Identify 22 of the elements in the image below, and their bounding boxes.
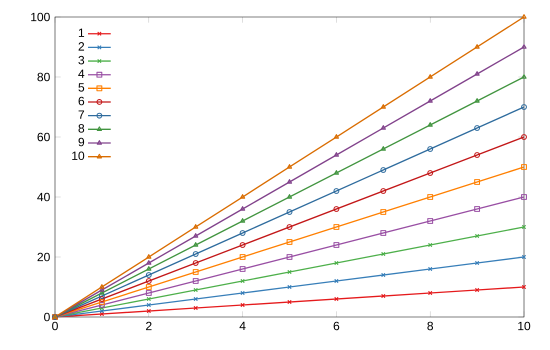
y-tick-label: 80 [37,72,50,82]
legend-label: 6 [78,96,84,106]
x-tick-label: 2 [146,322,152,330]
y-tick-label: 0 [44,312,50,322]
legend-label: 10 [72,152,84,160]
x-tick-label: 6 [334,322,340,330]
x-tick-label: 4 [240,322,246,330]
x-tick-label: 0 [52,322,58,330]
x-tick-label: 8 [427,322,434,330]
legend-label: 9 [78,138,84,146]
legend-label: 5 [78,83,84,92]
legend-label: 8 [78,124,84,133]
y-tick-label: 60 [38,132,50,142]
legend-label: 2 [78,42,84,51]
legend-label: 4 [78,70,84,78]
x-tick-label: 10 [518,322,530,330]
legend-label: 7 [78,110,84,119]
y-tick-label: 40 [37,192,50,202]
y-tick-label: 100 [31,12,50,22]
y-tick-label: 20 [38,252,50,262]
legend-label: 1 [78,28,84,37]
legend-label: 3 [78,56,84,64]
